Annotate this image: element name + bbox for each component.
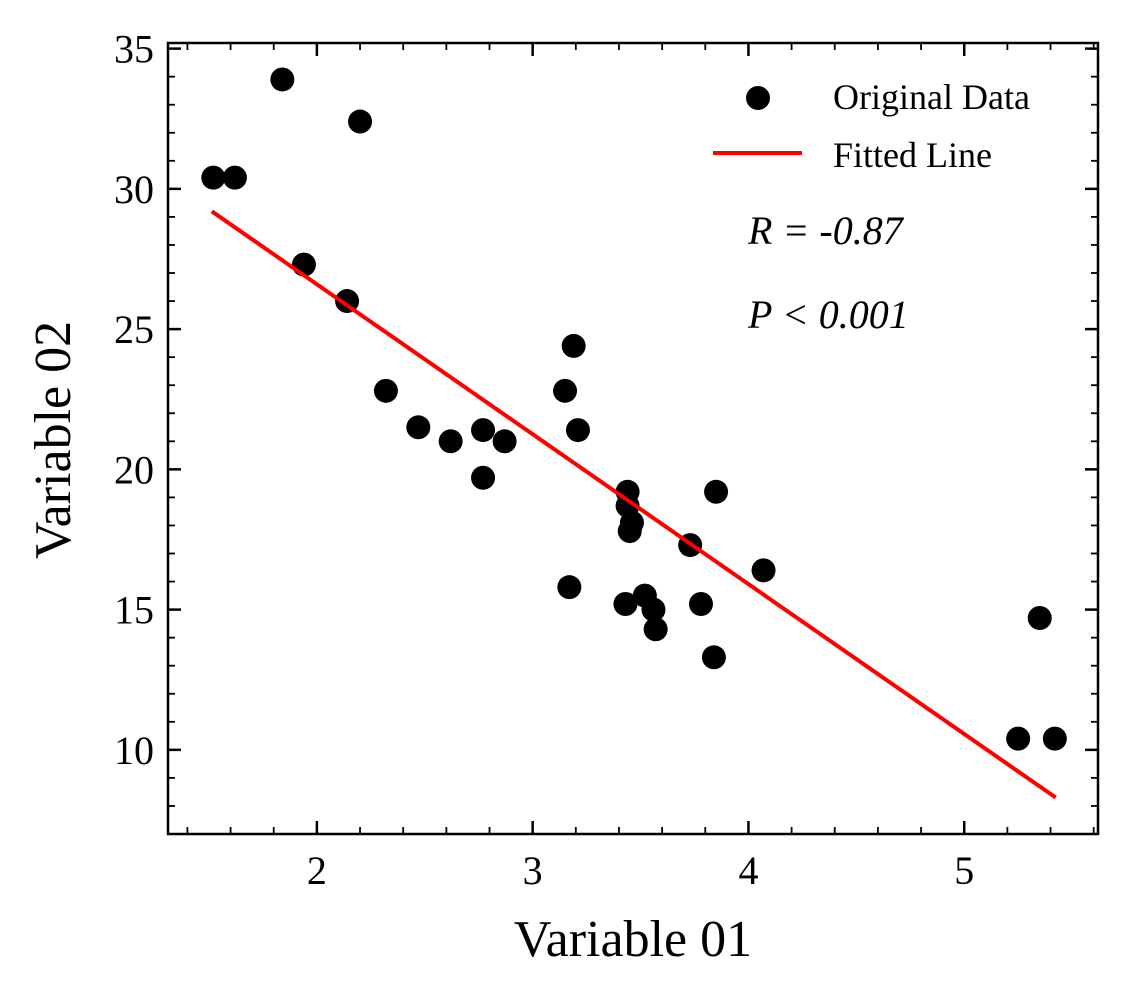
data-point: [565, 418, 590, 443]
data-point: [641, 597, 666, 622]
data-point: [561, 333, 586, 358]
legend-label-original-data: Original Data: [833, 77, 1030, 117]
legend: Original Data Fitted Line: [713, 77, 1030, 175]
data-point: [438, 429, 463, 454]
fitted-line: [210, 209, 1057, 800]
annotation-r-value: R = -0.87: [747, 208, 905, 253]
data-point: [643, 617, 668, 642]
data-point: [1042, 726, 1067, 751]
y-tick-label: 20: [114, 447, 154, 492]
y-tick-label: 25: [114, 307, 154, 352]
data-point: [373, 378, 398, 403]
data-point: [1006, 726, 1031, 751]
data-point: [619, 510, 644, 535]
data-point: [201, 165, 226, 190]
axes-frame: [166, 41, 1100, 836]
x-tick-label: 3: [523, 848, 543, 893]
y-axis-title: Variable 02: [25, 321, 82, 559]
y-tick-label: 35: [114, 27, 154, 72]
data-point: [222, 165, 247, 190]
data-point: [348, 109, 373, 134]
y-tick-label: 15: [114, 588, 154, 633]
data-point: [701, 645, 726, 670]
y-tick-label: 30: [114, 167, 154, 212]
x-axis-title: Variable 01: [514, 911, 752, 968]
axis-layer: 2 3 4 5 10 15 20 25 30 35: [114, 27, 1100, 893]
data-point: [492, 429, 517, 454]
x-tick-label: 2: [307, 848, 327, 893]
data-point: [471, 465, 496, 490]
y-tick-label: 10: [114, 728, 154, 773]
annotation-p-value: P < 0.001: [747, 292, 909, 337]
x-tick-label: 4: [738, 848, 758, 893]
x-tick-label: 5: [954, 848, 974, 893]
data-point: [751, 558, 776, 583]
legend-label-fitted-line: Fitted Line: [833, 135, 992, 175]
data-point: [688, 591, 713, 616]
data-point: [613, 591, 638, 616]
data-point: [406, 415, 431, 440]
data-point: [1027, 606, 1052, 631]
data-point: [553, 378, 578, 403]
data-point: [471, 418, 496, 443]
legend-marker-original-data: [746, 86, 770, 110]
plot-layer: [201, 67, 1067, 800]
data-point: [704, 479, 729, 504]
data-point: [270, 67, 295, 92]
data-point: [557, 575, 582, 600]
